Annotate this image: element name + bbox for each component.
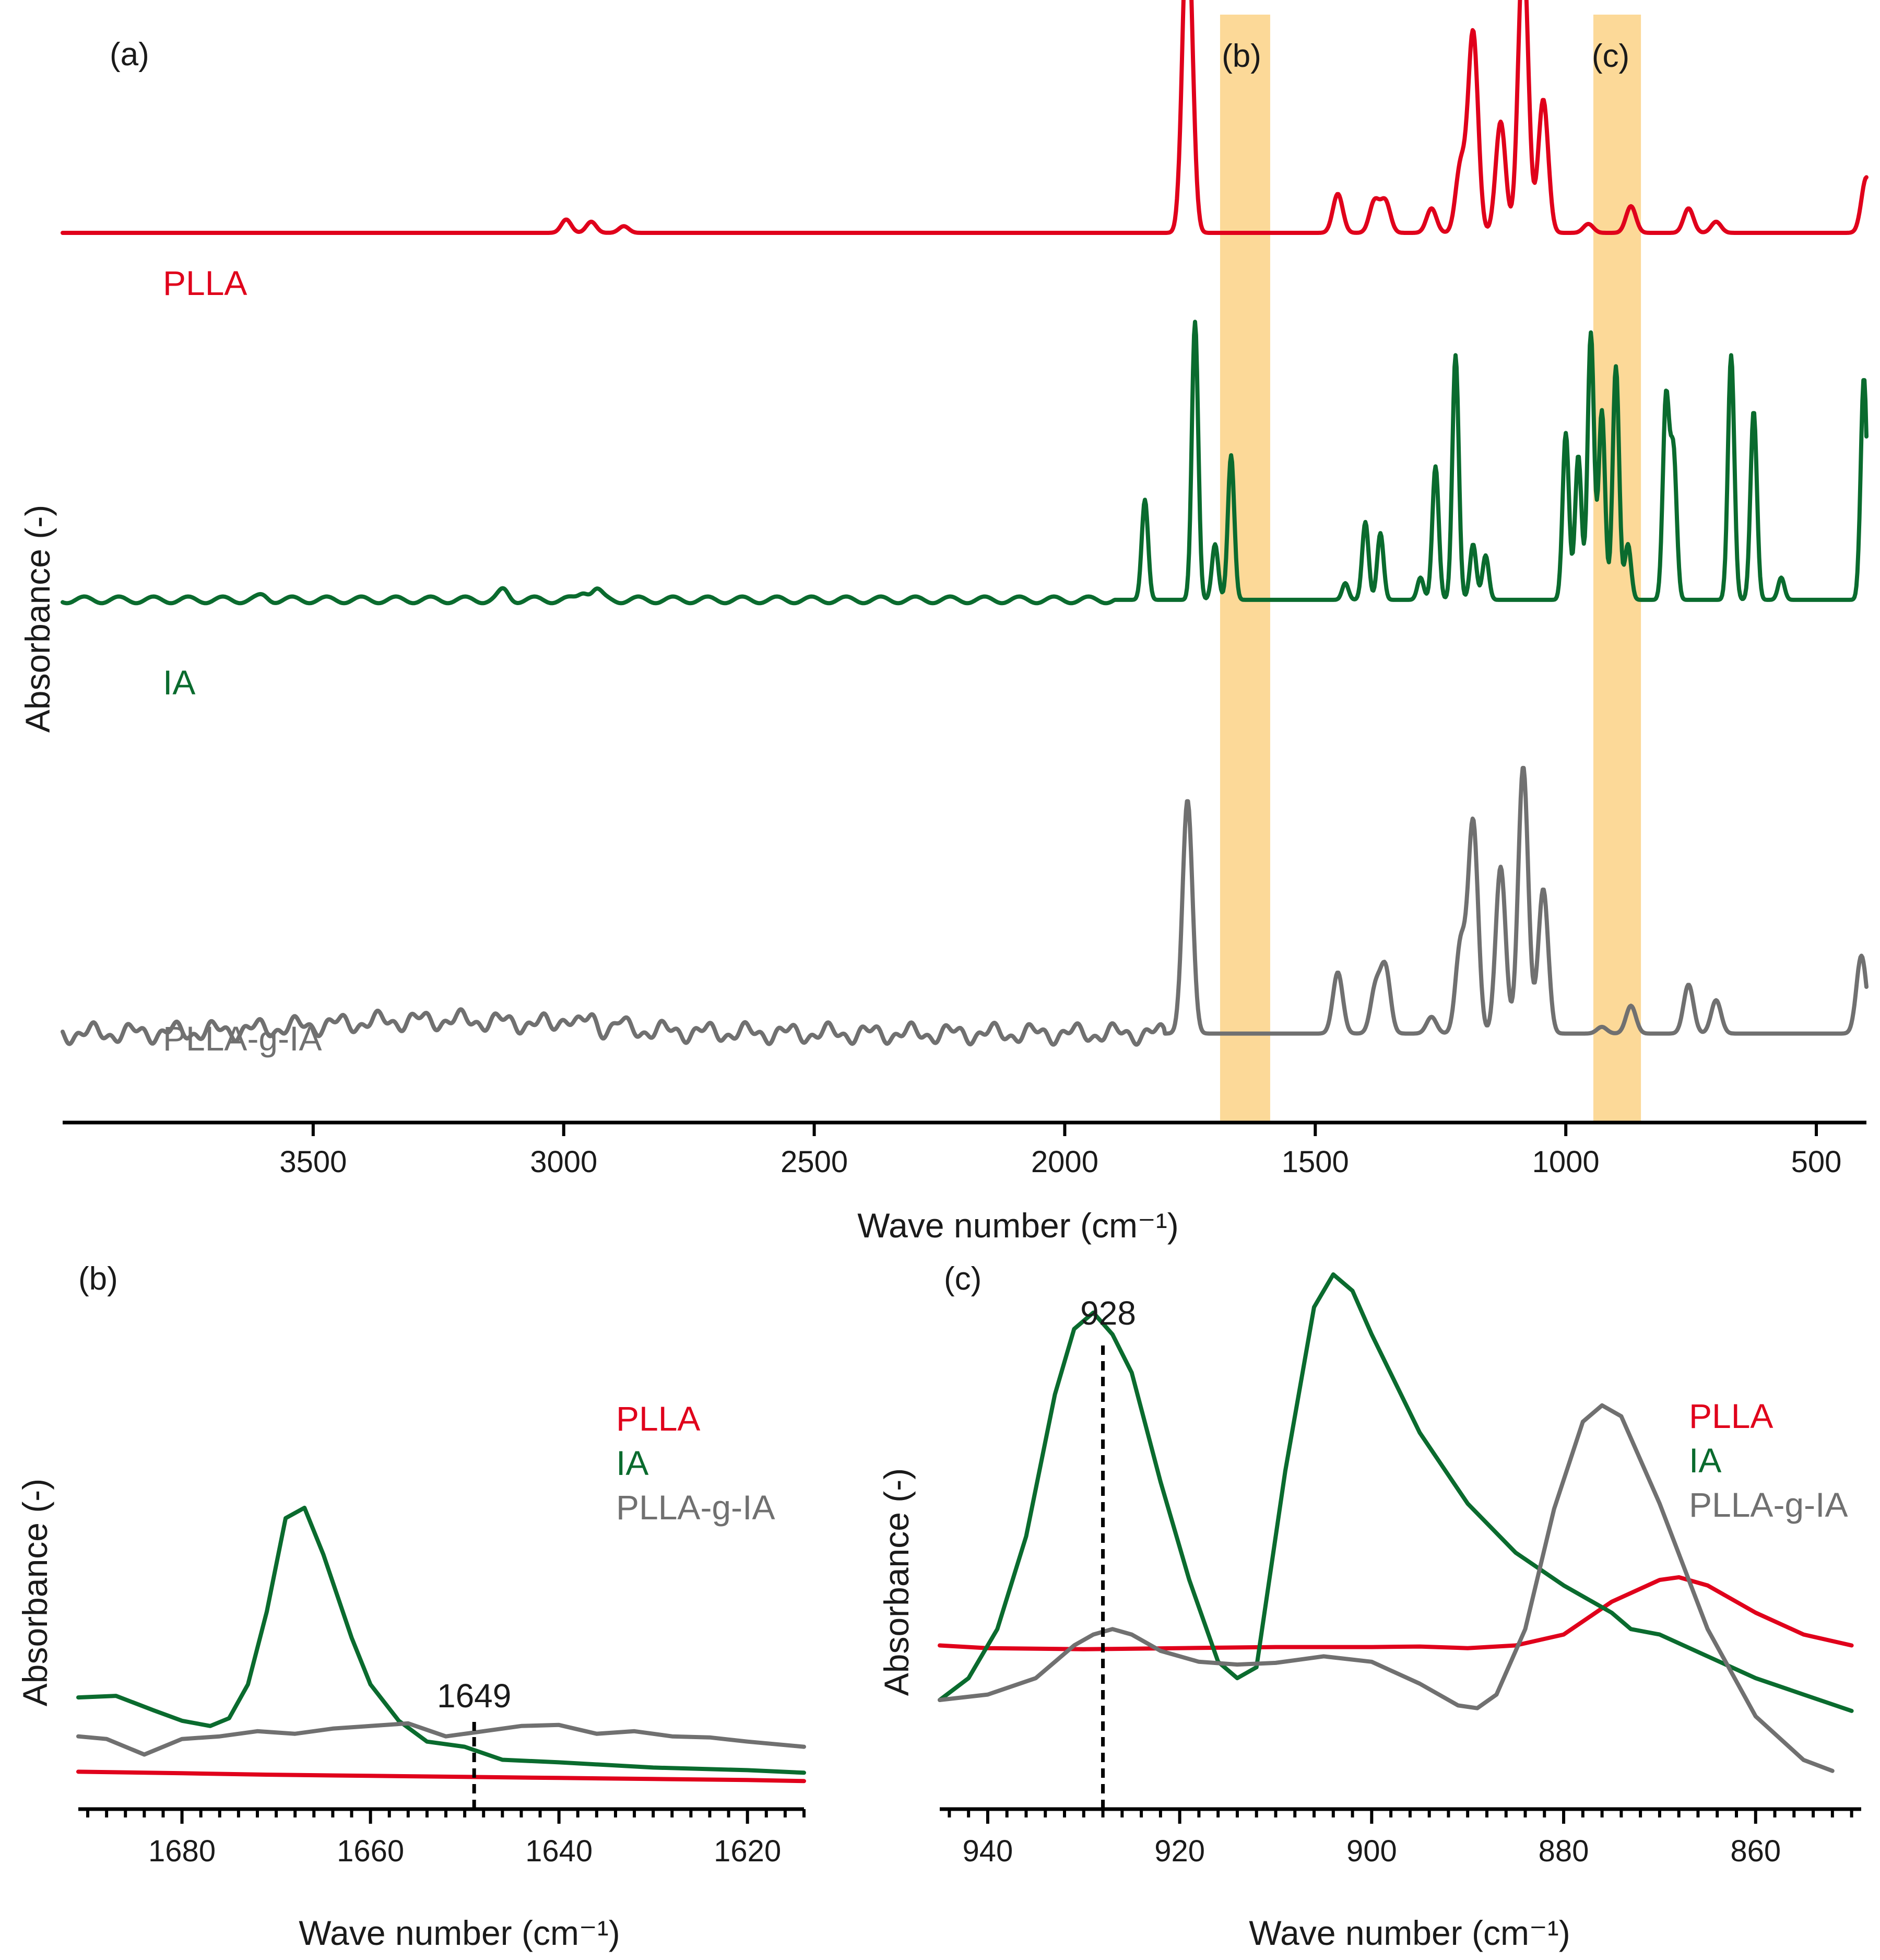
x-tick-label-1640: 1640 <box>525 1834 593 1868</box>
panel-c-x-label: Wave number (cm⁻¹) <box>1249 1914 1570 1952</box>
x-tick-label-880: 880 <box>1539 1834 1589 1868</box>
spectrum-line-plla-g-ia <box>61 765 1869 1047</box>
panel-b-y-label: Absorbance (-) <box>16 1479 54 1707</box>
panel-c-y-label: Absorbance (-) <box>877 1468 916 1696</box>
panel-a-y-label: Absorbance (-) <box>18 505 57 733</box>
highlight-region--c- <box>1593 15 1641 1123</box>
panel-b-x-label: Wave number (cm⁻¹) <box>299 1914 620 1952</box>
x-tick-label-900: 900 <box>1346 1834 1397 1868</box>
zoom-line-plla <box>938 1575 1854 1651</box>
panel-b-zoom-1649: 1649 1680 1660 1640 1620 (b) Absorbance (-)… <box>16 1261 806 1952</box>
zoom-line-plla-g-ia <box>76 1721 806 1757</box>
highlight-c-label: (c) <box>1592 38 1629 74</box>
panel-c-curves <box>938 1272 1854 1773</box>
series-label-ia: IA <box>163 663 195 702</box>
legend-c-plla: PLLA <box>1689 1397 1773 1435</box>
panel-a-x-label: Wave number (cm⁻¹) <box>857 1206 1178 1245</box>
x-tick-label-3000: 3000 <box>530 1145 597 1179</box>
zoom-line-plla <box>76 1769 806 1784</box>
marker-label-1649: 1649 <box>437 1677 511 1715</box>
spectrum-line-plla <box>61 0 1869 235</box>
x-tick-label-860: 860 <box>1730 1834 1781 1868</box>
x-tick-label-2000: 2000 <box>1031 1145 1098 1179</box>
legend-b-ia: IA <box>616 1444 648 1482</box>
panel-c-zoom-928: 928 940 920 900 880 860 (c) Absorbance (-) W… <box>877 1261 1861 1952</box>
x-tick-label-1000: 1000 <box>1532 1145 1600 1179</box>
zoom-line-ia <box>76 1505 806 1775</box>
panel-b-x-ticks: 1680 1660 1640 1620 <box>86 1809 806 1868</box>
x-tick-label-3500: 3500 <box>279 1145 347 1179</box>
panel-c-label: (c) <box>944 1261 982 1297</box>
x-tick-label-1680: 1680 <box>148 1834 216 1868</box>
spectrum-line-ia <box>61 320 1869 606</box>
panel-b-label: (b) <box>78 1261 118 1297</box>
legend-b-plla-g-ia: PLLA-g-IA <box>616 1488 775 1527</box>
highlight-region--b- <box>1220 15 1270 1123</box>
panel-a-label: (a) <box>110 37 149 73</box>
panel-a-curves <box>61 0 1869 1047</box>
series-label-plla-g-ia: PLLA-g-IA <box>163 1019 322 1058</box>
legend-b-plla: PLLA <box>616 1399 700 1438</box>
zoom-line-plla-g-ia <box>938 1403 1835 1773</box>
x-tick-label-500: 500 <box>1791 1145 1842 1179</box>
panel-a-x-ticks: 3500 3000 2500 2000 1500 1000 500 <box>279 1123 1841 1179</box>
highlight-b-label: (b) <box>1222 38 1261 74</box>
x-tick-label-1620: 1620 <box>714 1834 781 1868</box>
x-tick-label-2500: 2500 <box>781 1145 848 1179</box>
x-tick-label-1500: 1500 <box>1282 1145 1349 1179</box>
x-tick-label-920: 920 <box>1154 1834 1205 1868</box>
panel-b-curves <box>76 1505 806 1784</box>
x-tick-label-940: 940 <box>963 1834 1013 1868</box>
legend-c-plla-g-ia: PLLA-g-IA <box>1689 1485 1848 1524</box>
marker-label-928: 928 <box>1080 1294 1136 1332</box>
series-label-plla: PLLA <box>163 264 247 302</box>
panel-a-full-spectrum: 3500 3000 2500 2000 1500 1000 500 (a) (b) (c) … <box>18 0 1869 1245</box>
zoom-line-ia <box>938 1272 1854 1713</box>
panel-c-x-ticks: 940 920 900 880 860 <box>948 1809 1853 1868</box>
legend-c-ia: IA <box>1689 1441 1721 1480</box>
x-tick-label-1660: 1660 <box>337 1834 404 1868</box>
